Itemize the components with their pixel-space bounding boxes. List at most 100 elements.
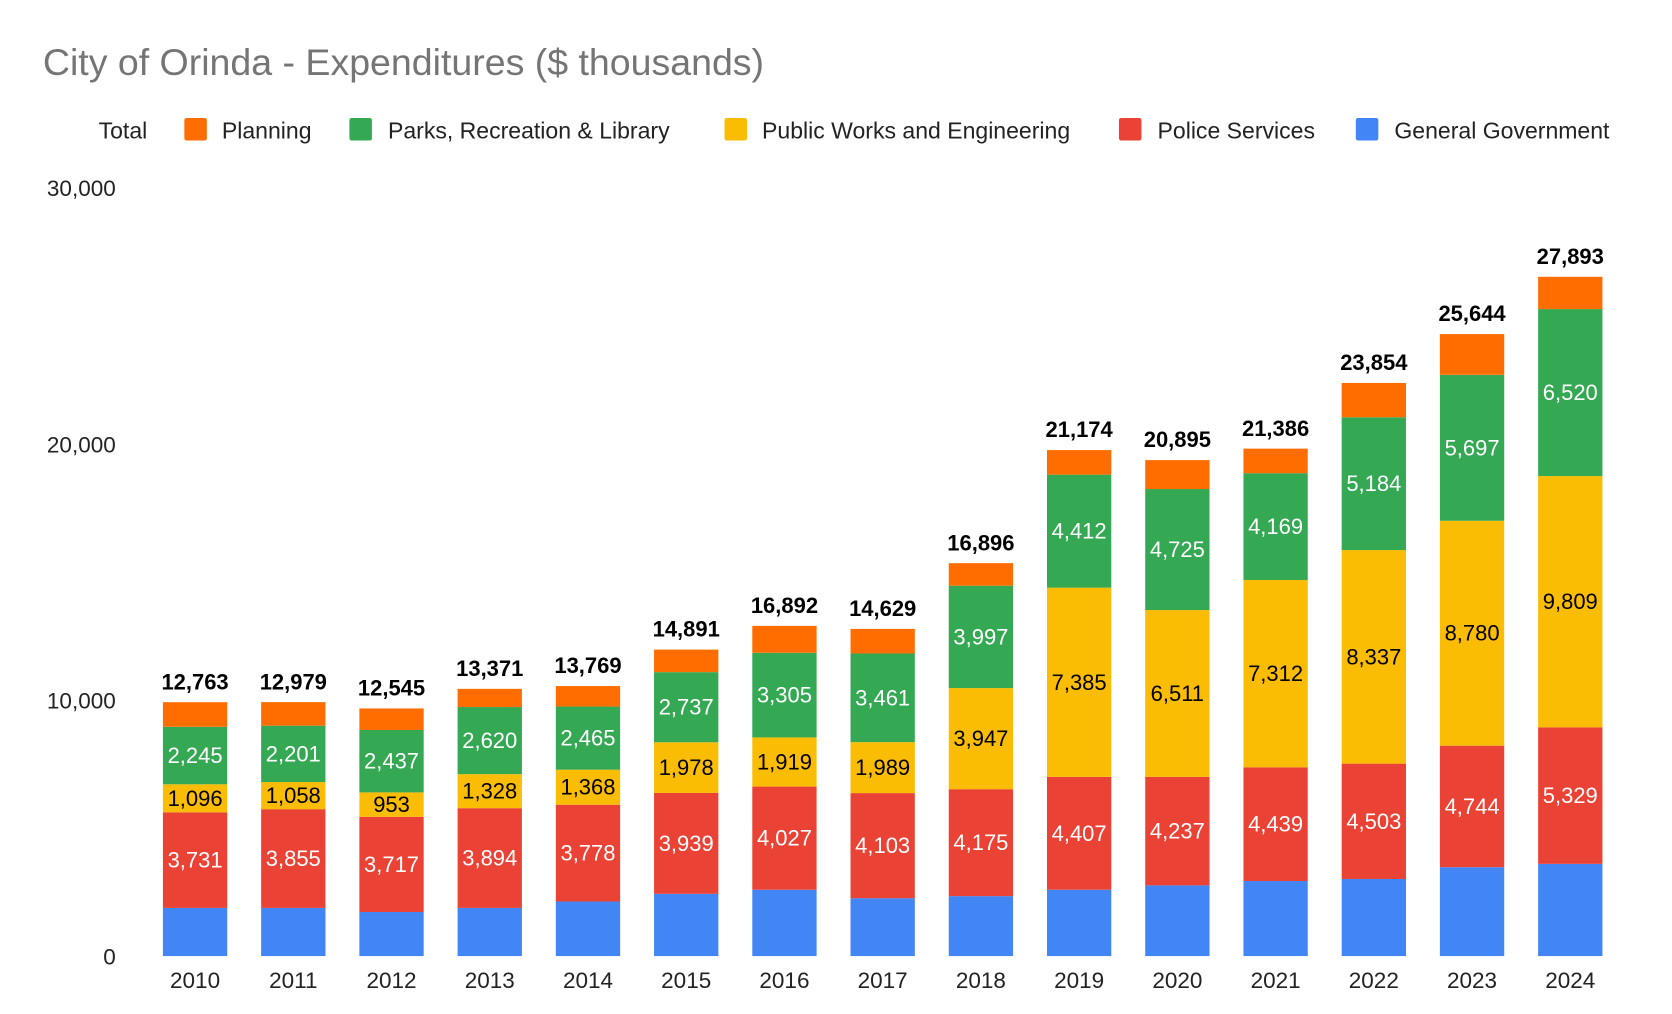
total-label-2011: 12,979 [260,669,327,694]
bar-general-government-2012 [359,912,424,957]
bar-planning-2018 [948,563,1014,586]
bar-general-government-2022 [1341,878,1406,957]
bar-planning-2020 [1145,460,1210,490]
data-label-parks-recreation-library-2013: 2,620 [462,728,517,753]
data-label-public-works-and-engineering-2016: 1,919 [757,750,812,775]
data-label-police-services-2024: 5,329 [1543,783,1598,808]
total-label-2015: 14,891 [653,617,720,642]
data-label-police-services-2014: 3,778 [560,841,615,866]
bar-parks-recreation-library-2020 [1145,489,1210,611]
x-tick-label-2016: 2016 [759,968,809,993]
legend-swatch-police-services [1118,117,1142,141]
x-tick-label-2024: 2024 [1545,968,1595,993]
bar-parks-recreation-library-2021 [1243,473,1308,581]
legend-label-planning: Planning [222,117,312,143]
bar-public-works-and-engineering-2014 [555,769,621,805]
data-label-police-services-2013: 3,894 [462,846,517,871]
bar-parks-recreation-library-2022 [1341,417,1406,551]
x-tick-label-2012: 2012 [366,968,416,993]
legend-label-public-works-and-engineering: Public Works and Engineering [762,117,1070,143]
bar-planning-2013 [457,688,522,708]
data-label-parks-recreation-library-2023: 5,697 [1445,435,1500,460]
bar-public-works-and-engineering-2017 [850,742,915,794]
bar-planning-2023 [1439,334,1505,375]
bar-public-works-and-engineering-2010 [162,784,228,813]
bar-general-government-2024 [1538,863,1603,957]
bar-general-government-2021 [1243,881,1308,957]
total-label-2013: 13,371 [456,656,523,681]
bar-police-services-2016 [752,786,817,890]
data-label-public-works-and-engineering-2023: 8,780 [1445,621,1500,646]
bar-parks-recreation-library-2015 [654,672,719,743]
legend-swatch-planning [184,117,207,141]
legend-swatch-parks-recreation-library [349,117,372,141]
data-label-police-services-2015: 3,939 [659,831,714,856]
bar-parks-recreation-library-2017 [850,653,915,743]
data-label-parks-recreation-library-2019: 4,412 [1052,519,1107,544]
legend-swatch-public-works-and-engineering [724,117,748,141]
legend-label-parks-recreation-library: Parks, Recreation & Library [388,117,670,143]
data-label-public-works-and-engineering-2012: 953 [373,792,410,817]
data-label-parks-recreation-library-2022: 5,184 [1346,471,1401,496]
data-label-public-works-and-engineering-2021: 7,312 [1248,661,1303,686]
data-label-parks-recreation-library-2011: 2,201 [266,741,321,766]
data-label-public-works-and-engineering-2017: 1,989 [855,755,910,780]
bar-planning-2014 [555,686,621,707]
bar-planning-2012 [359,708,424,730]
data-label-police-services-2017: 4,103 [855,833,910,858]
bar-planning-2024 [1538,276,1603,310]
data-label-parks-recreation-library-2015: 2,737 [659,695,714,720]
data-label-public-works-and-engineering-2019: 7,385 [1052,670,1107,695]
legend-swatch-general-government [1355,117,1379,141]
bar-police-services-2012 [359,816,424,913]
total-label-2023: 25,644 [1438,301,1506,326]
x-tick-label-2023: 2023 [1447,968,1497,993]
total-label-2016: 16,892 [751,593,818,618]
bar-public-works-and-engineering-2020 [1145,610,1210,777]
total-label-2010: 12,763 [161,669,228,694]
bar-police-services-2021 [1243,767,1308,882]
bar-police-services-2011 [261,809,326,908]
data-label-parks-recreation-library-2020: 4,725 [1150,537,1205,562]
bar-general-government-2015 [654,893,719,957]
data-label-police-services-2019: 4,407 [1052,821,1107,846]
total-label-2020: 20,895 [1144,427,1211,452]
data-label-parks-recreation-library-2016: 3,305 [757,683,812,708]
bar-police-services-2017 [850,793,915,899]
data-label-public-works-and-engineering-2022: 8,337 [1346,644,1401,669]
data-label-police-services-2016: 4,027 [757,826,812,851]
total-label-2019: 21,174 [1046,417,1114,442]
total-label-2017: 14,629 [849,596,916,621]
bar-public-works-and-engineering-2013 [457,774,522,809]
x-tick-label-2022: 2022 [1349,968,1399,993]
data-label-police-services-2018: 4,175 [953,830,1008,855]
bar-planning-2015 [654,649,719,673]
data-label-parks-recreation-library-2012: 2,437 [364,749,419,774]
total-label-2014: 13,769 [554,653,621,678]
bar-general-government-2010 [162,907,228,957]
x-axis: 2010 2011 2012 2013 2014 2015 2016 2017 2018 2019… [170,968,1595,993]
legend-label-police-services: Police Services [1158,117,1315,143]
data-label-police-services-2021: 4,439 [1248,812,1303,837]
bar-public-works-and-engineering-2019 [1046,587,1112,777]
x-tick-label-2021: 2021 [1251,968,1301,993]
legend: Total Planning Parks, Recreation & Library… [99,117,1610,143]
bar-police-services-2024 [1538,727,1603,864]
data-label-public-works-and-engineering-2014: 1,368 [560,775,615,800]
total-label-2012: 12,545 [358,676,425,701]
total-label-2022: 23,854 [1340,350,1408,375]
data-label-public-works-and-engineering-2015: 1,978 [659,755,714,780]
x-tick-label-2020: 2020 [1152,968,1202,993]
bar-planning-2011 [261,702,326,726]
x-tick-label-2019: 2019 [1054,968,1104,993]
bars: 3,731 1,096 2,245 12,763 3,855 1,058 2,201 12,9… [161,244,1604,957]
bar-public-works-and-engineering-2018 [948,688,1014,790]
bar-public-works-and-engineering-2024 [1538,476,1603,728]
data-label-public-works-and-engineering-2011: 1,058 [266,783,321,808]
bar-parks-recreation-library-2016 [752,652,817,738]
bar-parks-recreation-library-2024 [1538,309,1603,477]
bar-police-services-2023 [1439,745,1505,868]
y-tick-label: 20,000 [47,432,116,457]
y-tick-label: 0 [103,945,116,970]
bar-police-services-2013 [457,808,522,908]
